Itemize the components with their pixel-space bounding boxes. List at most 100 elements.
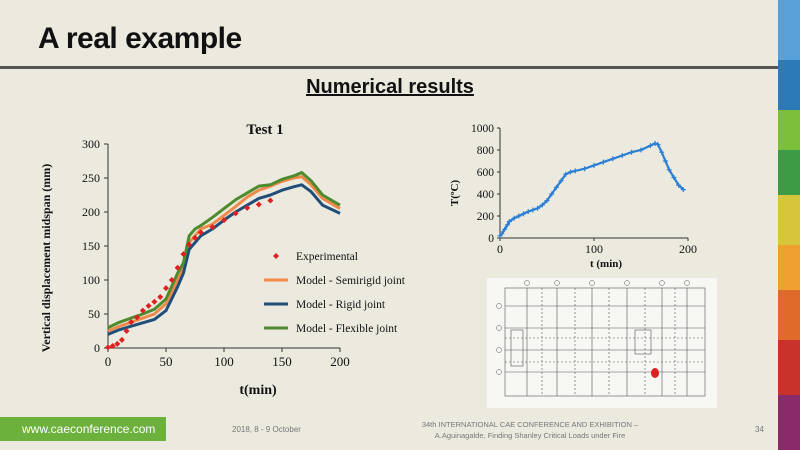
chart2-data-point: [619, 153, 625, 158]
chart1-x-tick-label: 200: [330, 354, 350, 369]
chart1-y-tick-label: 200: [82, 205, 100, 219]
chart2-data-point: [610, 156, 616, 162]
chart1-xlabel: t(min): [239, 383, 277, 398]
chart2-x-tick-label: 200: [679, 242, 697, 256]
test-location-marker: [651, 368, 659, 378]
footer-conference-line2: A.Aguinagalde, Finding Shanley Critical …: [434, 431, 626, 440]
chart1-y-tick-label: 250: [82, 171, 100, 185]
chart2-data-point: [582, 166, 588, 172]
chart2-x-tick-label: 100: [585, 242, 603, 256]
chart2-data-point: [521, 211, 526, 217]
chart1-experimental-point: [105, 344, 111, 351]
chart2-data-point: [535, 205, 541, 211]
chart2-data-point: [666, 167, 672, 173]
chart1-y-tick-label: 100: [82, 273, 100, 287]
chart1-y-tick-label: 50: [88, 307, 100, 321]
chart2-y-tick-label: 1000: [471, 123, 494, 135]
chart1-experimental-point: [186, 241, 193, 248]
chart2-y-tick-label: 800: [477, 145, 495, 157]
chart1-experimental-point: [109, 342, 116, 349]
chart1-experimental-point: [123, 328, 130, 334]
chart2-x-tick-label: 0: [497, 242, 503, 256]
chart1-legend-label: Model - Flexible joint: [296, 323, 398, 335]
chart1-experimental-point: [168, 277, 175, 283]
chart1-legend: Experimental Model - Semirigid joint Model…: [264, 251, 406, 335]
chart1-legend-label: Model - Rigid joint: [296, 299, 386, 311]
chart2-data-point: [558, 178, 564, 184]
chart1-experimental-point: [244, 204, 251, 211]
chart1-legend-marker: [273, 253, 279, 259]
chart1-legend-label: Experimental: [296, 251, 358, 263]
chart1-y-tick-label: 300: [82, 137, 100, 151]
chart1-x-tick-label: 100: [214, 354, 234, 369]
chart2-data-point: [652, 140, 658, 146]
chart2-axes: 0 100 200 0 200 400 600 800 1000: [471, 123, 697, 256]
footer-conference: 34th INTERNATIONAL CAE CONFERENCE AND EX…: [410, 419, 650, 441]
chart1-experimental-point: [157, 294, 164, 300]
chart1-experimental-point: [151, 298, 158, 305]
chart2-data-point: [502, 226, 508, 232]
chart2-data-point: [676, 182, 682, 188]
chart2-data-point: [525, 209, 531, 215]
chart1-experimental-point: [174, 264, 181, 271]
footer-conference-line1: 34th INTERNATIONAL CAE CONFERENCE AND EX…: [421, 420, 639, 429]
chart1-ylabel: Vertical displacement midspan (mm): [39, 164, 53, 353]
chart2-data-point: [680, 187, 686, 193]
chart2-data-point: [647, 143, 653, 149]
chart2-data-point: [659, 149, 665, 155]
chart1-title: Test 1: [246, 122, 283, 138]
chart2-y-tick-label: 600: [477, 167, 495, 179]
chart2-data-point: [629, 149, 635, 155]
chart2-series: [497, 140, 686, 239]
displacement-chart: Test 1 0 50 100 150 200 0 50 100 150 200 250 300 Ex…: [39, 122, 406, 398]
chart1-experimental-point: [128, 319, 135, 326]
chart2-data-point: [516, 213, 522, 219]
chart2-data-point: [671, 175, 677, 180]
chart2-data-point: [662, 158, 668, 164]
chart1-x-tick-label: 150: [272, 354, 292, 369]
chart2-data-point: [553, 184, 559, 190]
chart1-experimental-point: [221, 217, 227, 224]
page-number: 34: [755, 425, 764, 434]
chart1-axes: 0 50 100 150 200 0 50 100 150 200 250 300: [82, 137, 350, 369]
chart2-data-point: [539, 202, 545, 208]
chart1-experimental-point: [192, 234, 198, 241]
chart1-experimental-point: [139, 307, 146, 314]
chart1-y-tick-label: 150: [82, 239, 100, 253]
footer-date: 2018, 8 - 9 October: [232, 425, 301, 434]
chart2-data-point: [544, 198, 550, 204]
conference-url-link[interactable]: www.caeconference.com: [0, 417, 166, 441]
chart2-data-point: [549, 191, 555, 197]
chart1-y-tick-label: 0: [94, 341, 100, 355]
chart2-ylabel: T(ºC): [449, 180, 461, 207]
chart1-experimental-point: [267, 197, 274, 204]
chart1-experimental-point: [118, 336, 125, 343]
chart2-data-point: [499, 231, 505, 237]
chart2-y-tick-label: 400: [477, 189, 495, 201]
chart1-x-tick-label: 50: [160, 354, 173, 369]
chart1-series: [105, 171, 341, 351]
chart2-data-point: [568, 169, 573, 175]
temperature-chart: 0 100 200 0 200 400 600 800 1000 t (min) T(ºC): [449, 123, 697, 270]
chart2-data-point: [506, 219, 512, 224]
chart2-data-point: [600, 159, 606, 165]
chart1-x-tick-label: 0: [105, 354, 112, 369]
slide-subtitle: Numerical results: [306, 76, 474, 98]
chart1-experimental-point: [209, 223, 216, 230]
chart2-y-tick-label: 200: [477, 211, 495, 223]
chart1-experimental-point: [163, 285, 169, 292]
chart1-experimental-point: [134, 314, 140, 321]
chart2-data-point: [511, 215, 517, 221]
chart2-data-point: [563, 171, 569, 177]
chart1-experimental-point: [180, 251, 187, 258]
chart2-series-line: [499, 142, 685, 237]
chart2-data-point: [572, 168, 578, 174]
chart2-xlabel: t (min): [590, 258, 622, 270]
chart2-data-point: [530, 207, 536, 213]
chart2-data-point: [655, 142, 661, 147]
slide-title: A real example: [38, 22, 242, 55]
chart1-experimental-point: [145, 302, 152, 309]
title-divider: [0, 66, 778, 69]
decorative-color-strip: [778, 0, 800, 450]
